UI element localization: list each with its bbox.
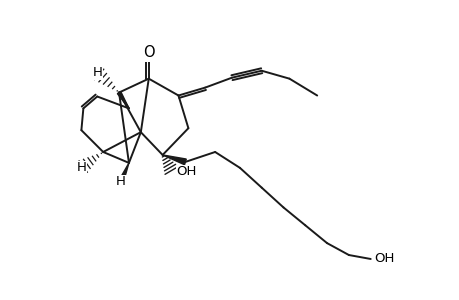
Polygon shape xyxy=(118,163,129,183)
Polygon shape xyxy=(117,92,129,108)
Text: OH: OH xyxy=(374,253,394,266)
Text: OH: OH xyxy=(176,165,196,178)
Polygon shape xyxy=(162,155,186,165)
Text: H: H xyxy=(92,66,102,79)
Text: O: O xyxy=(143,45,154,60)
Text: H: H xyxy=(116,175,126,188)
Text: H: H xyxy=(76,161,86,174)
